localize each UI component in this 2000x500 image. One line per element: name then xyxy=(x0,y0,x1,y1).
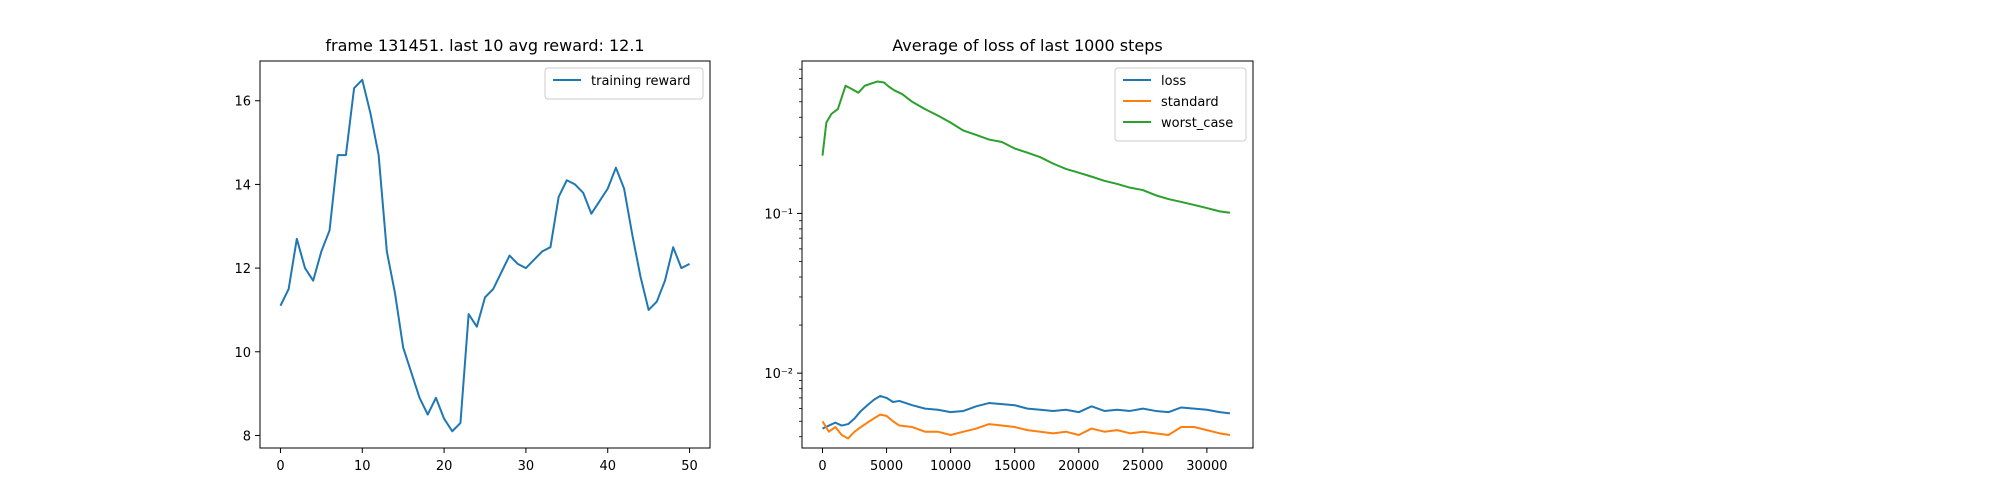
legend-box xyxy=(544,67,704,100)
x-tick-label: 30000 xyxy=(1186,459,1227,474)
x-tick-label: 40 xyxy=(599,459,616,474)
y-tick-label: 10 xyxy=(234,346,251,361)
series-line-standard xyxy=(821,413,1231,440)
series-line-worst-case xyxy=(821,80,1231,214)
chart-title: frame 131451. last 10 avg reward: 12.1 xyxy=(325,36,644,55)
legend-label: worst_case xyxy=(1161,116,1233,131)
series-line-training-reward xyxy=(279,78,691,433)
legend: training reward xyxy=(544,67,704,100)
x-tick-label: 0 xyxy=(818,459,826,474)
x-tick-label: 20 xyxy=(436,459,453,474)
x-tick-label: 10 xyxy=(354,459,371,474)
y-tick-label: 12 xyxy=(234,262,251,277)
y-tick-label: 14 xyxy=(234,178,251,193)
plot-frame xyxy=(801,60,1254,449)
x-tick-label: 15000 xyxy=(994,459,1035,474)
x-tick-label: 0 xyxy=(276,459,284,474)
series-line-loss xyxy=(822,394,1231,430)
chart-title: Average of loss of last 1000 steps xyxy=(892,36,1163,55)
x-tick-label: 5000 xyxy=(870,459,903,474)
plot-frame xyxy=(259,60,711,449)
legend-label: loss xyxy=(1161,74,1186,89)
y-tick-label: 16 xyxy=(234,95,251,110)
y-tick-label: 8 xyxy=(243,429,251,444)
y-tick-label: 10⁻² xyxy=(764,367,793,382)
x-tick-label: 50 xyxy=(681,459,698,474)
legend-label: standard xyxy=(1161,95,1219,110)
x-tick-label: 20000 xyxy=(1058,459,1099,474)
x-tick-label: 30 xyxy=(518,459,535,474)
reward-chart: frame 131451. last 10 avg reward: 12.1 0 1… xyxy=(234,36,711,474)
legend-label: training reward xyxy=(591,74,691,89)
y-tick-label: 10⁻¹ xyxy=(764,207,793,222)
x-tick-label: 25000 xyxy=(1122,459,1163,474)
loss-chart: Average of loss of last 1000 steps 0 5000 1… xyxy=(764,36,1254,474)
legend: loss standard worst_case xyxy=(1114,67,1247,142)
x-tick-label: 10000 xyxy=(930,459,971,474)
